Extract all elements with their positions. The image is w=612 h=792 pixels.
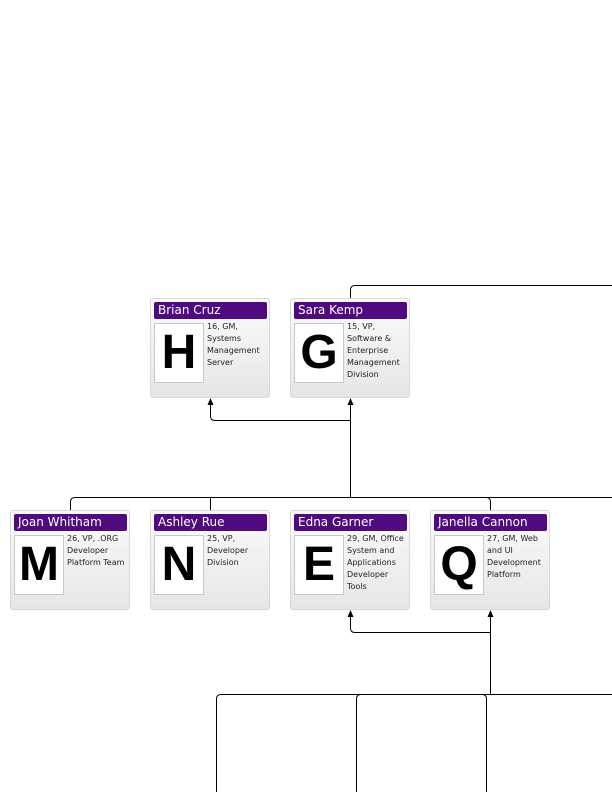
node-details: 25, VP, Developer Division [207, 534, 249, 567]
node-name: Sara Kemp [294, 302, 407, 319]
node-edna-garner[interactable]: Edna Garner E 29, GM, Office System and … [290, 510, 410, 610]
node-details: 29, GM, Office System and Applications D… [347, 534, 404, 591]
node-photo: G [294, 323, 344, 383]
connector-edna [350, 612, 491, 633]
connector-janella [485, 497, 491, 510]
connector-sara-upper [350, 285, 612, 298]
arrow-brian [207, 398, 214, 405]
node-name: Ashley Rue [154, 514, 267, 531]
node-photo: E [294, 535, 344, 595]
node-photo: Q [434, 535, 484, 595]
arrow-sara [347, 398, 354, 405]
node-name: Edna Garner [294, 514, 407, 531]
node-name: Joan Whitham [14, 514, 127, 531]
node-photo: H [154, 323, 204, 383]
node-photo: M [14, 535, 64, 595]
connector-lower-2 [356, 694, 362, 792]
node-details: 27, GM, Web and UI Development Platform [487, 534, 541, 579]
connector-lower-bar [216, 694, 612, 792]
node-name: Janella Cannon [434, 514, 547, 531]
node-name: Brian Cruz [154, 302, 267, 319]
connector-lower-3 [481, 694, 487, 792]
node-details: 16, GM, Systems Management Server [207, 322, 260, 367]
node-brian-cruz[interactable]: Brian Cruz H 16, GM, Systems Management … [150, 298, 270, 398]
node-janella-cannon[interactable]: Janella Cannon Q 27, GM, Web and UI Deve… [430, 510, 550, 610]
node-details: 15, VP, Software & Enterprise Management… [347, 322, 400, 379]
arrow-edna [347, 610, 354, 617]
node-joan-whitham[interactable]: Joan Whitham M 26, VP, .ORG Developer Pl… [10, 510, 130, 610]
node-details: 26, VP, .ORG Developer Platform Team [67, 534, 125, 567]
connector-row-bar [70, 497, 612, 510]
arrow-janella [487, 610, 494, 617]
connector-brian [210, 400, 351, 421]
node-ashley-rue[interactable]: Ashley Rue N 25, VP, Developer Division [150, 510, 270, 610]
node-sara-kemp[interactable]: Sara Kemp G 15, VP, Software & Enterpris… [290, 298, 410, 398]
node-photo: N [154, 535, 204, 595]
